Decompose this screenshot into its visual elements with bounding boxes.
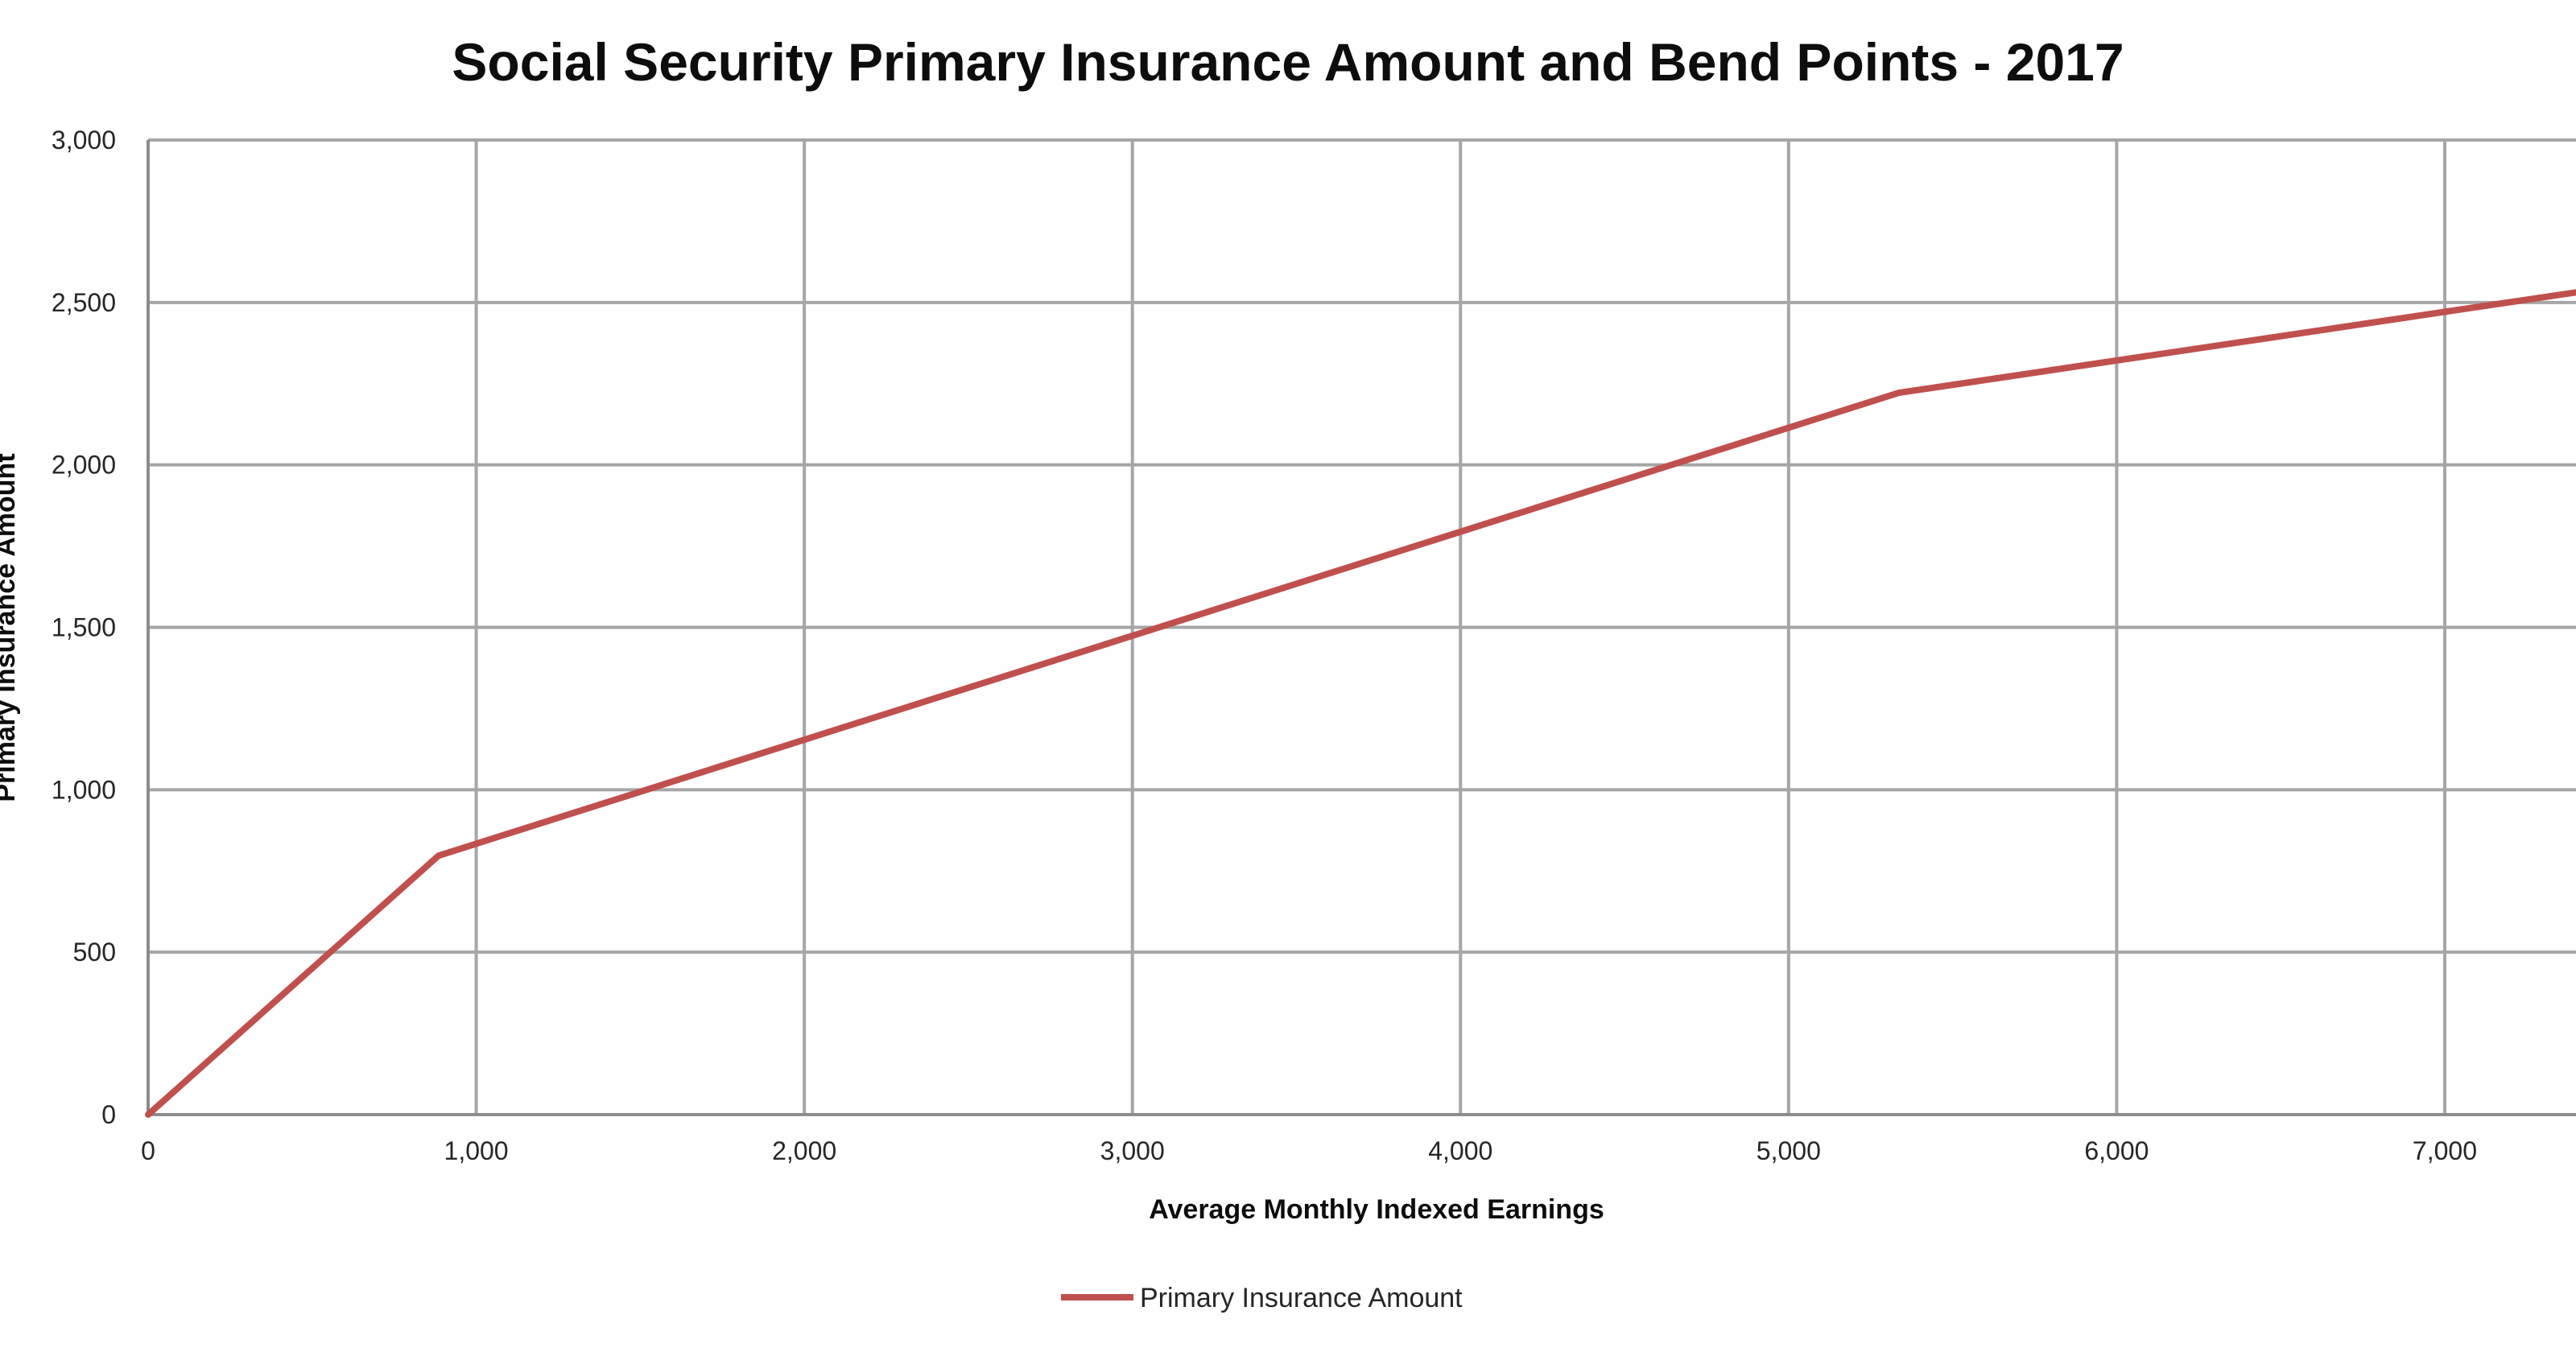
y-axis-title: Primary Insurance Amount [0,453,21,802]
axes [147,140,2576,1116]
x-tick-label: 2,000 [772,1136,836,1165]
x-tick-label: 6,000 [2084,1136,2149,1165]
y-tick-label: 3,000 [52,126,116,155]
legend: Primary Insurance Amount [1061,1283,1463,1313]
x-axis-tick-labels: 0 1,000 2,000 3,000 4,000 5,000 6,000 7,000 [141,1136,2477,1165]
y-tick-label: 1,500 [52,613,116,642]
series-lines [145,289,2576,1118]
y-tick-label: 500 [73,938,116,967]
x-tick-label: 7,000 [2413,1136,2477,1165]
gridlines [148,138,2576,1115]
y-tick-label: 2,000 [52,451,116,480]
legend-label-primary-insurance-amount: Primary Insurance Amount [1140,1283,1463,1313]
chart-title: Social Security Primary Insurance Amount… [452,32,2124,92]
x-tick-label: 4,000 [1428,1136,1492,1165]
series-line-primary-insurance-amount [145,289,2576,1118]
x-tick-label: 5,000 [1757,1136,1821,1165]
y-tick-label: 2,500 [52,288,116,317]
y-tick-label: 1,000 [52,775,116,804]
x-tick-label: 1,000 [444,1136,509,1165]
y-axis-tick-labels: 0 500 1,000 1,500 2,000 2,500 3,000 [52,126,116,1129]
x-tick-label: 0 [141,1136,155,1165]
y-tick-label: 0 [101,1100,116,1129]
x-axis-title: Average Monthly Indexed Earnings [1149,1194,1604,1225]
x-tick-label: 3,000 [1100,1136,1165,1165]
